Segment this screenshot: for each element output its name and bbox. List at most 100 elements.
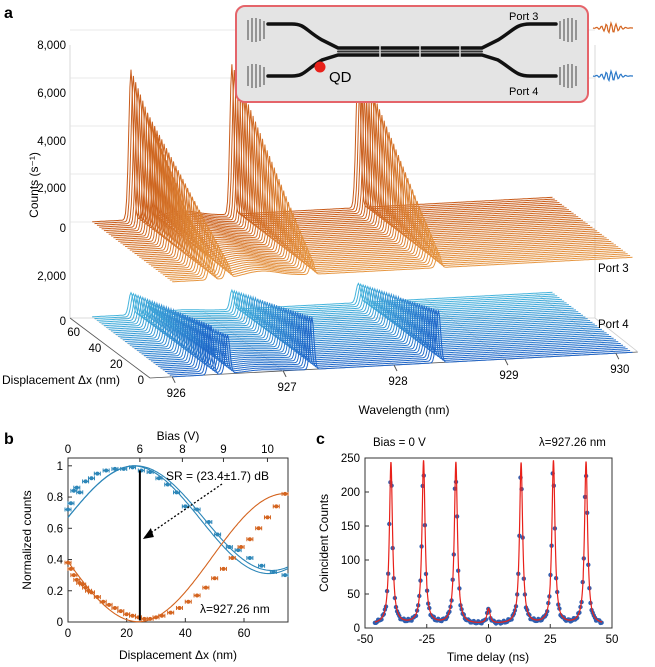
b-data-point (112, 466, 117, 471)
c-xtick-label: -25 (418, 634, 435, 646)
port4-trace (169, 309, 631, 376)
b-data-point (121, 466, 126, 471)
port3-trace (143, 183, 605, 262)
b-data-point (221, 566, 226, 571)
b-xtick-label: 40 (179, 628, 192, 640)
b-data-point (83, 479, 88, 484)
b-data-point (74, 485, 79, 490)
wavelength-tick-label: 929 (499, 370, 518, 382)
x-tick-mark (282, 370, 287, 378)
c-ytick-label: 0 (354, 623, 360, 635)
depth-tick-label: 40 (89, 343, 102, 355)
b-toptick-label: 0 (65, 444, 71, 456)
b-data-point (159, 613, 164, 618)
b-data-point (66, 560, 70, 565)
b-data-point (148, 616, 153, 621)
b-data-point (203, 585, 208, 590)
coupler-bottom-left (247, 64, 265, 88)
b-data-point (259, 563, 264, 568)
x-tick-mark (393, 364, 398, 372)
panel-c-ylabel: Coincident Counts (317, 494, 331, 592)
wavelength-tick-label: 930 (610, 364, 629, 376)
b-data-point (247, 555, 252, 560)
device-inset: QD Port 3 Port 4 (235, 5, 633, 103)
b-data-point (247, 537, 252, 542)
panel-b-letter: b (4, 431, 14, 448)
x-tick-mark (171, 376, 176, 384)
port3-trace (153, 206, 614, 269)
mems-markers (379, 44, 461, 59)
panel-c-wavelength-note: λ=927.26 nm (539, 437, 606, 449)
panel-c-xlabel: Time delay (ns) (447, 650, 529, 664)
x-tick-mark (504, 358, 509, 366)
port3-trace (151, 200, 612, 267)
b-ytick-label: 0.6 (47, 523, 63, 535)
b-ytick-label: 0.4 (47, 555, 64, 567)
b-data-point (95, 471, 100, 476)
output-wave-port3 (592, 20, 633, 35)
b-ytick-label: 0.2 (47, 586, 63, 598)
c-xtick-label: 50 (606, 634, 619, 646)
port3-trace (165, 233, 626, 277)
quantum-dot-marker (314, 61, 326, 73)
b-data-point (66, 507, 70, 512)
panel-b-plot-area (67, 457, 289, 623)
c-ytick-label: 50 (347, 589, 360, 601)
port3-trace (115, 114, 577, 240)
b-data-point (130, 613, 135, 618)
port4-trace (160, 306, 621, 369)
grating-couplers (247, 18, 577, 88)
panel-c-bias-note: Bias = 0 V (373, 437, 426, 449)
waveguides (266, 22, 558, 78)
wavelength-tick-label: 928 (388, 376, 407, 388)
b-data-point (165, 482, 170, 487)
panel-b-ylabel: Normalized counts (20, 490, 34, 589)
b-data-point (156, 476, 161, 481)
panel-a-xticks: 926 927 928 929 930 (167, 352, 629, 400)
x-tick-mark (615, 352, 620, 360)
b-data-point (104, 468, 109, 473)
c-ytick-label: 250 (341, 453, 360, 465)
port3-ytick-label: 4,000 (37, 136, 66, 148)
port4-trace (155, 304, 617, 365)
port3-ytick-label: 2,000 (37, 183, 66, 195)
inset-port4-label: Port 4 (509, 86, 538, 98)
port3-trace (113, 109, 574, 239)
b-toptick-label: 9 (220, 444, 226, 456)
port4-trace (108, 287, 569, 330)
b-data-point (271, 570, 276, 575)
b-xtick-label: 60 (238, 628, 251, 640)
b-data-point (215, 532, 220, 537)
b-data-point (283, 491, 288, 496)
depth-tick-label: 20 (110, 359, 123, 371)
b-data-point (89, 590, 94, 595)
wavelength-tick-label: 927 (277, 382, 296, 394)
floor-left-edge (69, 317, 151, 379)
panel-b-top-xlabel: Bias (V) (157, 429, 200, 443)
panel-c-ticks: -50 -25 0 25 50 0 50 100 150 200 250 (341, 453, 619, 646)
panel-a: a 0 2,000 4,000 6,000 8,000 0 2,000 Counts (s⁻… (2, 5, 639, 417)
port4-trace (167, 308, 628, 374)
port3-ytick-label: 0 (60, 223, 66, 235)
port4-trace (162, 307, 624, 371)
suppression-ratio-annotation: SR = (23.4±1.7) dB (166, 469, 269, 483)
port4-ytick-label: 2,000 (37, 271, 66, 283)
b-data-point (68, 501, 73, 506)
port3-trace (172, 251, 633, 283)
port3-trace (118, 120, 579, 242)
b-data-point (74, 577, 79, 582)
panel-a-ylabel: Counts (s⁻¹) (27, 152, 41, 218)
port3-trace (158, 218, 619, 272)
port4-trace (103, 286, 565, 327)
port4-trace (106, 286, 567, 328)
panel-b-xlabel: Displacement Δx (nm) (119, 648, 237, 662)
floor-right-edge (594, 317, 639, 353)
port3-label: Port 3 (598, 263, 629, 275)
b-data-point (236, 548, 241, 553)
b-data-point (130, 465, 135, 470)
port3-ytick-label: 8,000 (37, 40, 66, 52)
b-data-point (89, 476, 94, 481)
b-data-point (195, 507, 200, 512)
panel-a-depth-label: Displacement Δx (nm) (2, 373, 120, 387)
